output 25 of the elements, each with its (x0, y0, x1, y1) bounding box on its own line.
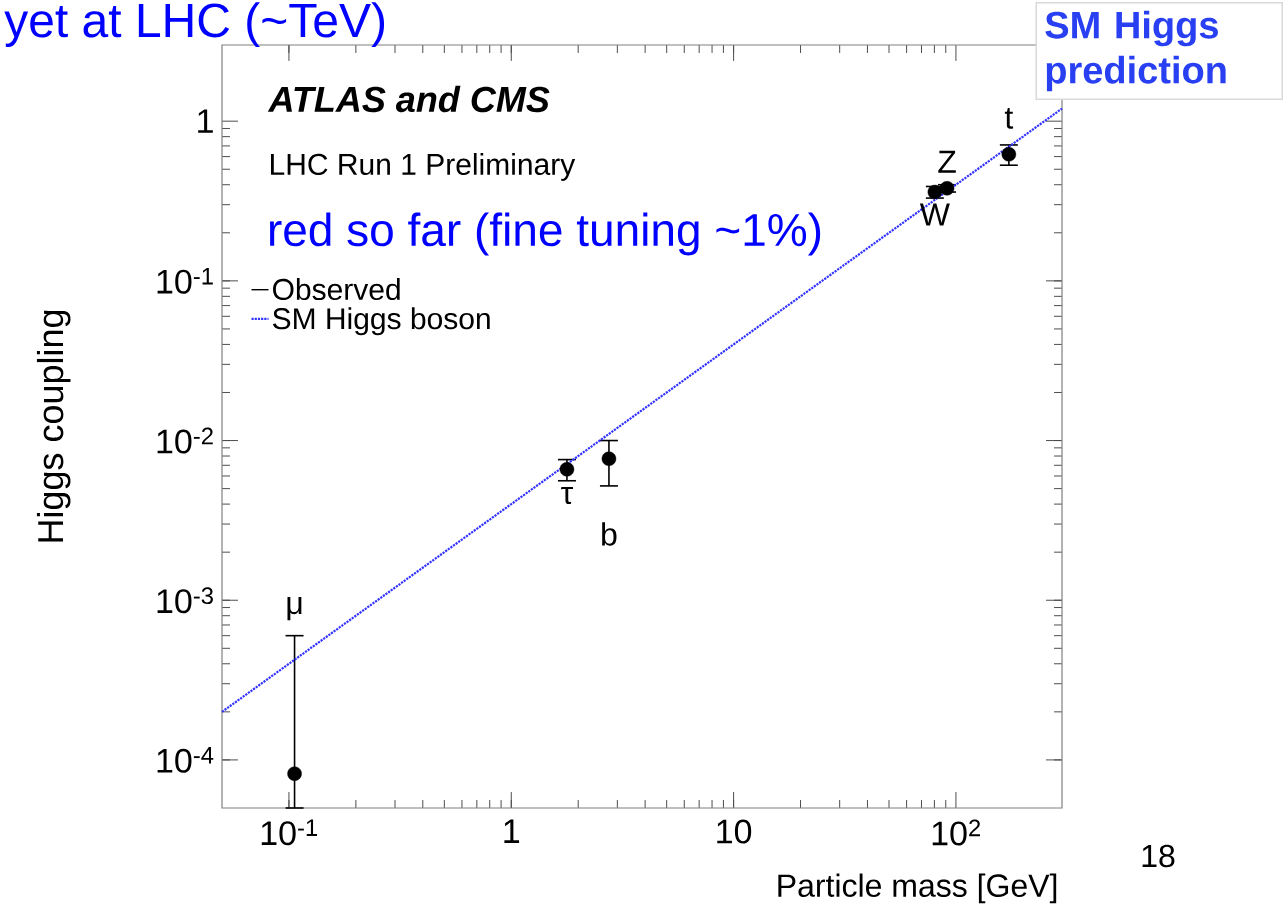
x-tick-label: 10$^{2}$ (932, 819, 981, 846)
annotation: SM Higgs prediction (1045, 10, 1226, 92)
x-tick-label: 1 (504, 819, 520, 843)
legend-label: SM Higgs boson (272, 307, 490, 336)
y-tick-label: 10$^{-2}$ (157, 427, 213, 454)
y-axis-title: Higgs coupling (36, 310, 71, 542)
y-tick-label: 1 (198, 109, 213, 133)
annotation: t (1004, 107, 1014, 129)
annotation: ATLAS and CMS (267, 85, 550, 113)
annotation: W (919, 203, 950, 226)
annotation: b (602, 522, 617, 546)
x-tick-label: 10$^{-1}$ (261, 819, 318, 846)
legend-label: Observed (273, 278, 400, 301)
x-axis-title: Particle mass [GeV] (778, 873, 1057, 904)
annotation: Z (938, 150, 956, 173)
annotation: yet at LHC (~TeV) (4, 2, 385, 47)
x-tick-label: 10 (717, 819, 752, 844)
y-tick-label: 10$^{-1}$ (157, 268, 213, 294)
annotation: red so far (fine tuning ~1%) (270, 212, 821, 256)
y-tick-label: 10$^{-3}$ (157, 587, 213, 614)
text: 18 (1142, 844, 1175, 868)
annotation: μ (287, 597, 302, 621)
annotation: LHC Run 1 Preliminary (271, 153, 576, 181)
y-tick-label: 10$^{-4}$ (157, 747, 214, 773)
annotation: τ (561, 486, 573, 505)
